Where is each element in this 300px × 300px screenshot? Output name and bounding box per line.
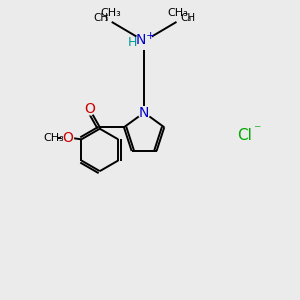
Text: CH₃: CH₃ [100,8,121,18]
Text: O: O [62,131,73,145]
Circle shape [136,33,152,49]
Text: O: O [84,102,95,116]
Text: CH: CH [180,14,195,23]
Text: ₃: ₃ [180,14,191,23]
Text: Cl: Cl [237,128,252,143]
Circle shape [84,103,95,115]
Text: +: + [146,31,155,41]
Text: CH₃: CH₃ [168,8,188,18]
Text: CH: CH [93,14,108,23]
Text: CH₃: CH₃ [44,133,64,143]
Circle shape [62,132,74,144]
Text: ⁻: ⁻ [253,123,260,137]
Text: N: N [135,33,146,46]
Text: N: N [139,106,149,120]
Text: H: H [128,36,138,49]
Circle shape [138,107,150,118]
Text: ₃: ₃ [97,14,108,23]
